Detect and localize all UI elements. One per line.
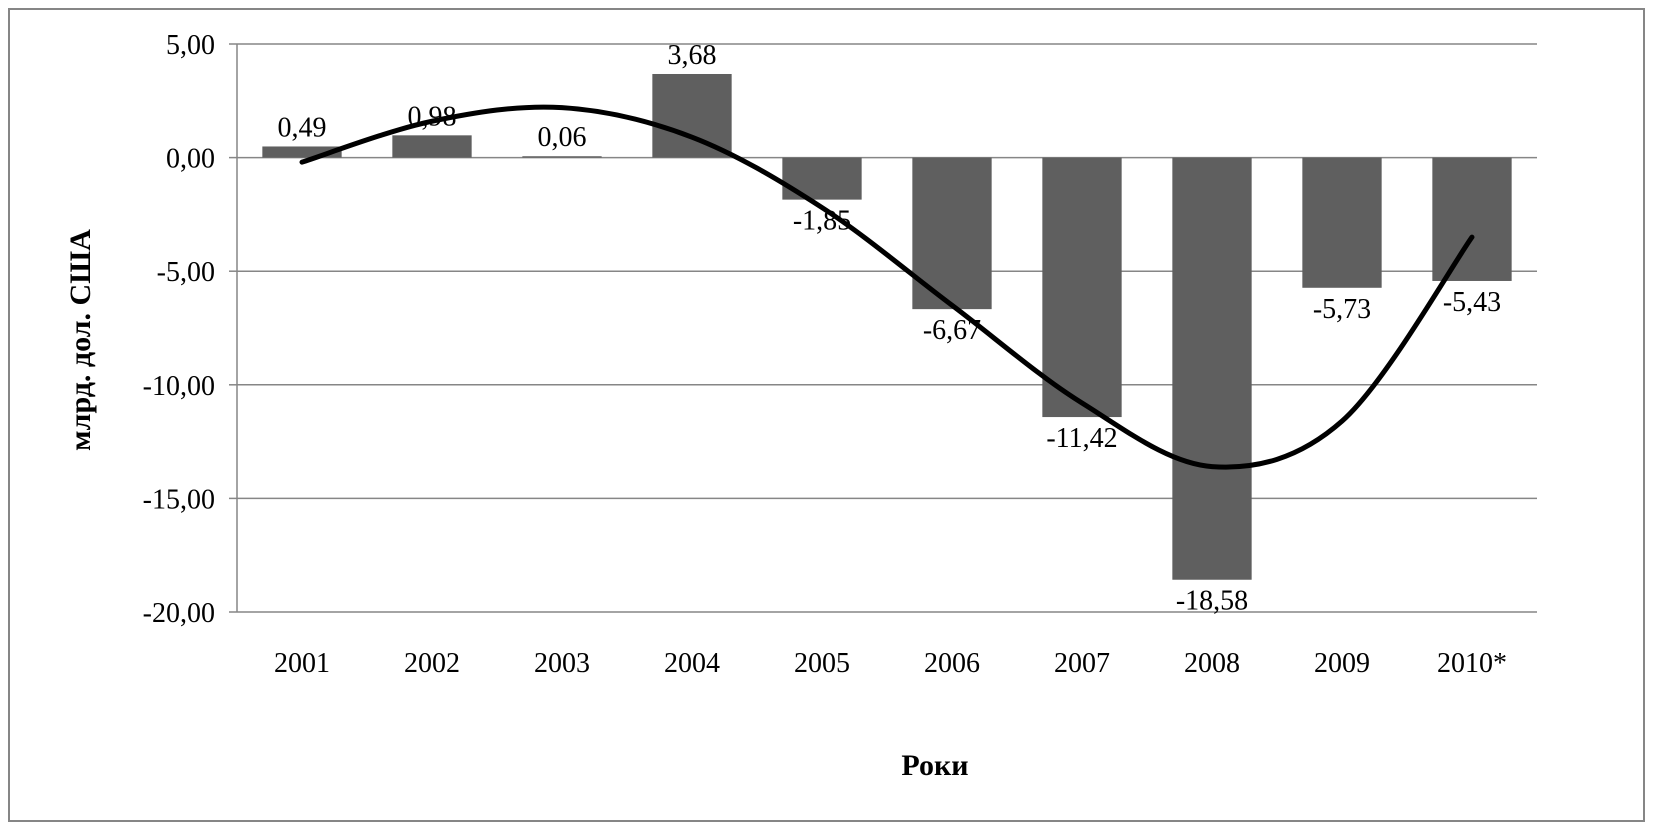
y-tick-label: -10,00 <box>143 371 215 402</box>
x-tick-label: 2008 <box>1184 648 1240 679</box>
bar <box>1172 157 1252 580</box>
data-label: 0,06 <box>538 122 587 153</box>
axes: 5,00 0,00 -5,00 -10,00 -15,00 -20,00 2001 2002 2… <box>143 30 1507 679</box>
bar <box>1042 157 1122 418</box>
data-label: -5,73 <box>1313 294 1371 325</box>
chart-frame <box>8 8 1645 822</box>
x-tick-label: 2010* <box>1437 648 1507 679</box>
data-label: -6,67 <box>923 315 981 346</box>
x-axis-title: Роки <box>901 749 968 782</box>
bar <box>1432 157 1512 281</box>
x-tick-label: 2003 <box>534 648 590 679</box>
trendline <box>299 104 1475 470</box>
data-labels: 0,49 0,98 0,06 3,68 -1,85 -6,67 -11,42 -18,58 -5… <box>278 40 1502 617</box>
data-label: 0,49 <box>278 112 327 143</box>
bar <box>1302 157 1382 288</box>
bar <box>652 73 732 158</box>
x-tick-label: 2004 <box>664 648 720 679</box>
y-tick-label: -15,00 <box>143 484 215 515</box>
data-label: -5,43 <box>1443 287 1501 318</box>
data-label: -18,58 <box>1176 586 1248 617</box>
data-label: 3,68 <box>668 40 717 71</box>
y-axis-title: млрд. дол. США <box>64 229 97 451</box>
x-tick-label: 2007 <box>1054 648 1110 679</box>
bar <box>782 157 862 200</box>
bar <box>522 156 602 158</box>
x-tick-label: 2002 <box>404 648 460 679</box>
y-tick-label: 0,00 <box>166 144 215 175</box>
y-tick-label: 5,00 <box>166 30 215 61</box>
x-tick-label: 2001 <box>274 648 330 679</box>
x-tick-label: 2005 <box>794 648 850 679</box>
y-tick-label: -20,00 <box>143 598 215 629</box>
y-tick-label: -5,00 <box>157 257 215 288</box>
x-tick-label: 2009 <box>1314 648 1370 679</box>
bar <box>262 146 342 158</box>
data-label: 0,98 <box>408 101 457 132</box>
bar <box>392 135 472 158</box>
data-label: -1,85 <box>793 206 851 237</box>
x-tick-label: 2006 <box>924 648 980 679</box>
data-label: -11,42 <box>1046 423 1117 454</box>
trendline-layer <box>299 104 1475 470</box>
gridlines <box>237 43 1537 613</box>
